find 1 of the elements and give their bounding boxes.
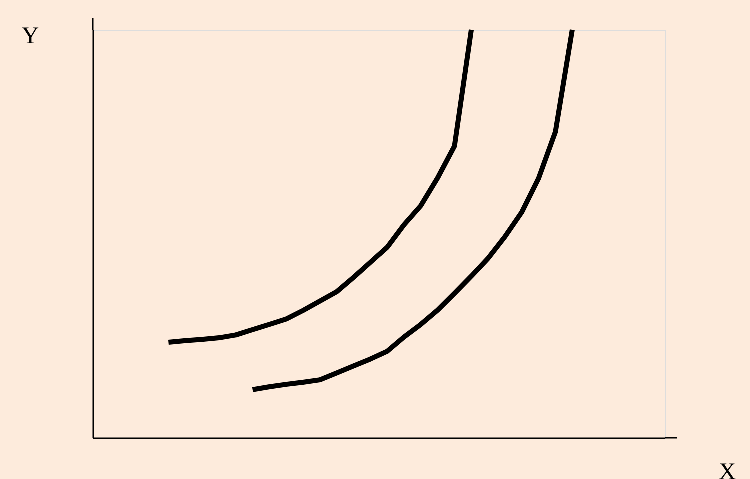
y-axis-title: Y [22, 24, 40, 50]
